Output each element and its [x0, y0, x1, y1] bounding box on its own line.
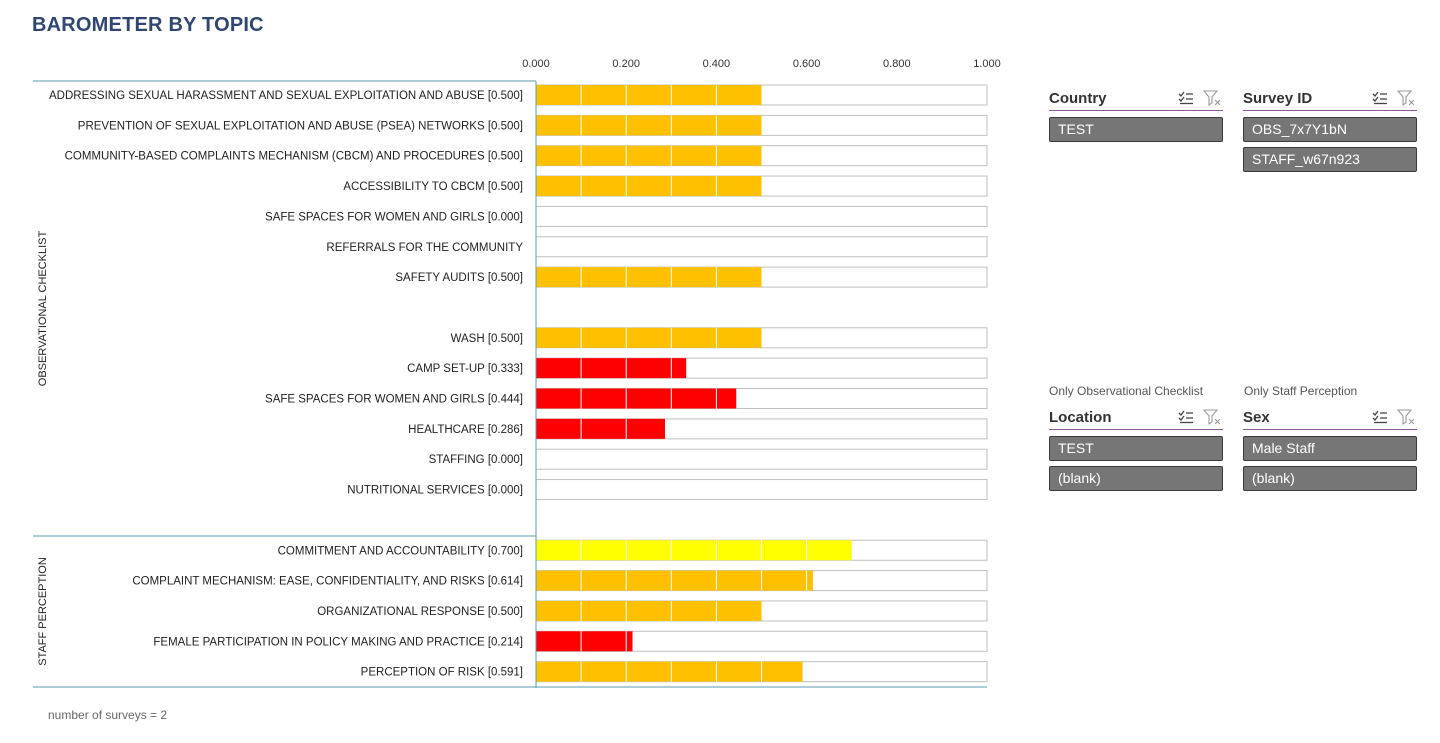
slicer-title: Sex	[1243, 408, 1270, 426]
slicer-item[interactable]: Male Staff	[1243, 436, 1417, 461]
bar	[536, 358, 687, 379]
clear-filter-icon[interactable]	[1203, 89, 1221, 107]
x-tick-label: 0.800	[883, 58, 911, 70]
clear-filter-icon[interactable]	[1397, 408, 1415, 426]
slicer-item[interactable]: OBS_7x7Y1bN	[1243, 117, 1417, 142]
category-label: PREVENTION OF SEXUAL EXPLOITATION AND AB…	[78, 120, 523, 132]
category-label: SAFE SPACES FOR WOMEN AND GIRLS [0.444]	[265, 394, 523, 406]
bar	[536, 85, 762, 105]
slicer-header: Country	[1049, 86, 1223, 111]
clear-filter-icon[interactable]	[1397, 89, 1415, 107]
bar	[536, 176, 762, 197]
barometer-chart: 0.000 0.200 0.400 0.600 0.800 1.000 ADDRESSING…	[33, 58, 1001, 688]
bar	[536, 388, 737, 409]
sex-slicer-caption: Only Staff Perception	[1244, 384, 1358, 398]
category-label: PERCEPTION OF RISK [0.591]	[361, 667, 523, 679]
slicer-header: Survey ID	[1243, 86, 1417, 111]
category-label: ORGANIZATIONAL RESPONSE [0.500]	[317, 606, 523, 618]
bar	[536, 327, 762, 348]
bar	[536, 418, 665, 439]
group-label: OBSERVATIONAL CHECKLIST	[37, 230, 49, 386]
clear-filter-icon[interactable]	[1203, 408, 1221, 426]
multi-select-icon[interactable]	[1371, 89, 1389, 107]
slicer-header: Sex	[1243, 405, 1417, 430]
category-label: STAFFING [0.000]	[429, 454, 523, 466]
category-label: ACCESSIBILITY TO CBCM [0.500]	[343, 181, 523, 193]
x-tick-label: 1.000	[973, 58, 1001, 70]
category-label: CAMP SET-UP [0.333]	[407, 363, 523, 375]
bar	[536, 267, 762, 288]
bar	[536, 661, 803, 682]
slicer-title: Country	[1049, 89, 1107, 107]
page-title: BAROMETER BY TOPIC	[32, 14, 264, 36]
slicer-item[interactable]: TEST	[1049, 117, 1223, 142]
bar-background	[535, 479, 988, 501]
bar-background	[535, 448, 988, 470]
bar-background	[535, 205, 988, 227]
country-slicer: Country TEST	[1049, 86, 1223, 147]
category-label: NUTRITIONAL SERVICES [0.000]	[347, 485, 523, 497]
category-label: WASH [0.500]	[451, 333, 523, 345]
slicer-header: Location	[1049, 405, 1223, 430]
category-label: COMPLAINT MECHANISM: EASE, CONFIDENTIALI…	[132, 576, 523, 588]
category-label: COMMITMENT AND ACCOUNTABILITY [0.700]	[278, 545, 523, 557]
group-label: STAFF PERCEPTION	[37, 557, 49, 666]
slicer-item[interactable]: TEST	[1049, 436, 1223, 461]
multi-select-icon[interactable]	[1371, 408, 1389, 426]
x-tick-label: 0.600	[793, 58, 821, 70]
category-label: HEALTHCARE [0.286]	[408, 424, 523, 436]
slicer-item[interactable]: (blank)	[1049, 466, 1223, 491]
slicer-item[interactable]: (blank)	[1243, 466, 1417, 491]
category-label: SAFETY AUDITS [0.500]	[395, 272, 523, 284]
multi-select-icon[interactable]	[1177, 89, 1195, 107]
slicer-title: Survey ID	[1243, 89, 1313, 107]
x-tick-label: 0.200	[612, 58, 640, 70]
category-label: REFERRALS FOR THE COMMUNITY	[326, 242, 523, 254]
category-label: SAFE SPACES FOR WOMEN AND GIRLS [0.000]	[265, 211, 523, 223]
survey-id-slicer: Survey ID OBS_7x7Y1bN STAFF_w67n923	[1243, 86, 1417, 177]
bar	[536, 145, 762, 166]
bar	[536, 540, 852, 561]
location-slicer: Location TEST (blank)	[1049, 405, 1223, 496]
multi-select-icon[interactable]	[1177, 408, 1195, 426]
slicer-title: Location	[1049, 408, 1112, 426]
location-slicer-caption: Only Observational Checklist	[1049, 384, 1204, 398]
bar-background	[535, 236, 988, 258]
category-label: ADDRESSING SEXUAL HARASSMENT AND SEXUAL …	[49, 90, 523, 102]
x-tick-label: 0.400	[703, 58, 731, 70]
bar	[536, 600, 762, 621]
sex-slicer: Sex Male Staff (blank)	[1243, 405, 1417, 496]
survey-count: number of surveys = 2	[48, 708, 168, 722]
category-label: FEMALE PARTICIPATION IN POLICY MAKING AN…	[153, 636, 523, 648]
bar	[536, 631, 633, 652]
category-label: COMMUNITY-BASED COMPLAINTS MECHANISM (CB…	[65, 151, 523, 163]
slicer-item[interactable]: STAFF_w67n923	[1243, 147, 1417, 172]
bar	[536, 115, 762, 136]
bar	[536, 570, 813, 591]
x-tick-label: 0.000	[522, 58, 550, 70]
